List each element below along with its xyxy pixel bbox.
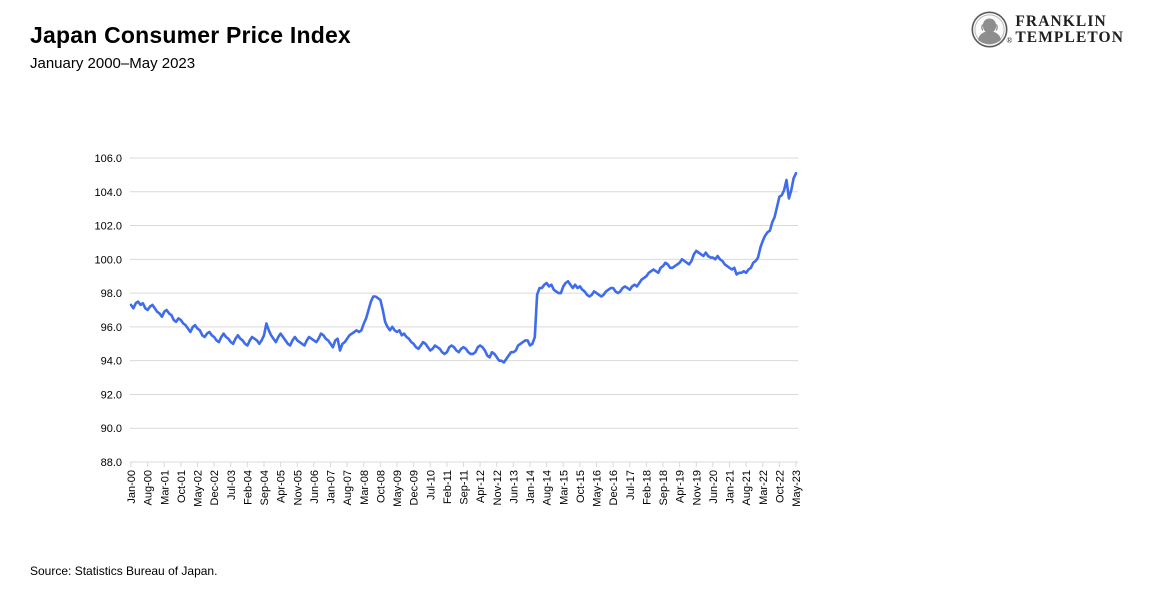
logo-line-templeton: TEMPLETON bbox=[1015, 28, 1124, 46]
x-tick-label: Dec-02 bbox=[209, 470, 221, 505]
x-tick-label: Jun-06 bbox=[309, 470, 321, 504]
x-tick-label: May-09 bbox=[392, 470, 404, 507]
page-title: Japan Consumer Price Index bbox=[30, 22, 351, 48]
x-tick-label: Oct-15 bbox=[575, 470, 587, 503]
x-tick-label: Nov-12 bbox=[492, 470, 504, 505]
x-tick-label: May-16 bbox=[592, 470, 604, 507]
franklin-head-icon bbox=[971, 11, 1008, 48]
x-tick-label: Sep-04 bbox=[259, 470, 271, 505]
x-tick-label: Feb-11 bbox=[442, 470, 454, 504]
x-tick-label: Aug-21 bbox=[741, 470, 753, 505]
x-tick-label: Jun-20 bbox=[708, 470, 720, 504]
page-subtitle: January 2000–May 2023 bbox=[30, 55, 196, 72]
x-tick-label: Jan-21 bbox=[725, 470, 737, 504]
y-tick-label: 100.0 bbox=[94, 254, 122, 266]
y-tick-label: 102.0 bbox=[94, 221, 122, 233]
x-tick-label: Mar-15 bbox=[558, 470, 570, 505]
x-tick-label: Oct-08 bbox=[375, 470, 387, 503]
x-tick-label: Jan-00 bbox=[126, 470, 138, 504]
y-tick-label: 96.0 bbox=[101, 322, 122, 334]
registered-mark: ® bbox=[1006, 35, 1013, 45]
x-tick-label: Feb-04 bbox=[242, 470, 254, 505]
y-tick-label: 90.0 bbox=[101, 423, 122, 435]
x-tick-label: Mar-01 bbox=[159, 470, 171, 505]
x-tick-label: Sep-18 bbox=[658, 470, 670, 505]
x-tick-label: Aug-14 bbox=[542, 470, 554, 505]
franklin-templeton-logo: ® FRANKLIN TEMPLETON bbox=[971, 11, 1124, 48]
x-tick-label: Aug-00 bbox=[143, 470, 155, 505]
x-tick-label: May-02 bbox=[193, 470, 205, 507]
x-tick-label: Oct-22 bbox=[774, 470, 786, 503]
x-tick-label: Feb-18 bbox=[641, 470, 653, 505]
cpi-series-line bbox=[129, 171, 798, 364]
x-tick-label: Dec-16 bbox=[608, 470, 620, 505]
x-tick-label: Jul-10 bbox=[425, 470, 437, 500]
x-tick-label: Jul-03 bbox=[226, 470, 238, 500]
x-tick-label: May-23 bbox=[791, 470, 803, 507]
x-tick-label: Mar-08 bbox=[359, 470, 371, 505]
logo-line-franklin: FRANKLIN bbox=[1015, 12, 1107, 30]
y-tick-label: 104.0 bbox=[94, 187, 122, 199]
x-tick-label: Jan-14 bbox=[525, 470, 537, 504]
x-tick-label: Sep-11 bbox=[459, 470, 471, 505]
x-tick-label: Dec-09 bbox=[409, 470, 421, 505]
x-tick-label: Apr-05 bbox=[276, 470, 288, 503]
x-tick-label: Nov-05 bbox=[292, 470, 304, 505]
y-tick-label: 92.0 bbox=[101, 389, 122, 401]
x-tick-label: Jun-13 bbox=[508, 470, 520, 504]
y-tick-label: 94.0 bbox=[101, 356, 122, 368]
source-note: Source: Statistics Bureau of Japan. bbox=[30, 564, 218, 578]
x-tick-label: Oct-01 bbox=[176, 470, 188, 503]
y-tick-label: 98.0 bbox=[101, 288, 122, 300]
x-tick-label: Jan-07 bbox=[326, 470, 338, 504]
x-tick-label: Apr-19 bbox=[675, 470, 687, 503]
x-tick-label: Jul-17 bbox=[625, 470, 637, 500]
x-tick-label: Apr-12 bbox=[475, 470, 487, 503]
logo-text: ® FRANKLIN TEMPLETON bbox=[1006, 12, 1124, 46]
y-tick-label: 106.0 bbox=[94, 153, 122, 165]
x-tick-label: Nov-19 bbox=[691, 470, 703, 505]
y-tick-label: 88.0 bbox=[101, 457, 122, 469]
x-tick-label: Mar-22 bbox=[758, 470, 770, 505]
x-tick-label: Aug-07 bbox=[342, 470, 354, 505]
